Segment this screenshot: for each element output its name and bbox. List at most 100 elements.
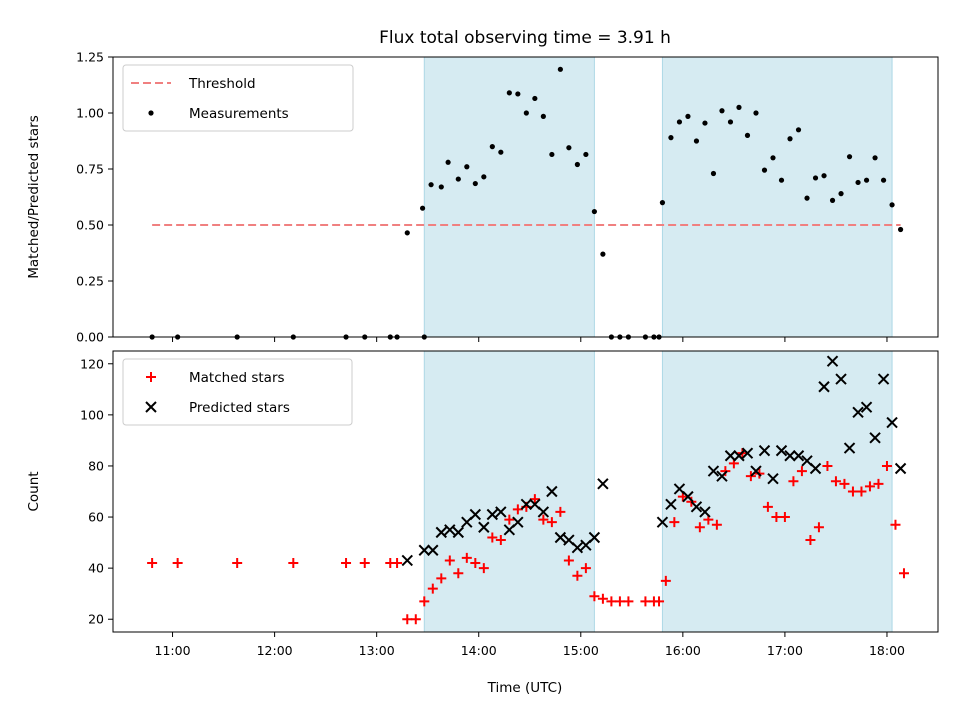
bottom-x-point [690,501,703,513]
bottom-x-point [792,450,805,462]
bottom-plus-point [563,555,574,566]
top-y-tick-label: 0.25 [76,274,104,289]
bottom-x-point [478,521,490,533]
bottom-plus-point [495,535,506,546]
top-dot-point [591,208,597,215]
bottom-x-point [852,406,864,419]
bottom-plus-point [529,494,540,505]
bottom-legend: Matched stars Predicted stars [122,358,353,426]
bottom-x-point [809,462,822,475]
bottom-plus-point [669,517,680,528]
bottom-plus-point [589,591,600,602]
bottom-y-tick-label: 100 [80,407,104,422]
bottom-plus-point [686,496,697,507]
bottom-plus-point [813,522,824,533]
bottom-plus-point [392,558,403,569]
bottom-x-point [750,465,762,477]
top-dot-point [812,175,819,181]
top-dot-point [829,197,836,203]
top-y-tick-label: 0.50 [76,218,104,233]
x-tick-label: 17:00 [767,643,803,658]
bottom-x-point [665,498,677,510]
top-dot-point [770,155,776,161]
bottom-x-point [877,373,890,385]
bottom-y-tick-label: 120 [80,356,104,371]
bottom-x-point [682,490,694,503]
bottom-x-point [571,541,584,554]
bottom-x-point [427,544,439,556]
top-dot-point [455,176,461,182]
bottom-plus-point [788,476,799,487]
bottom-plus-point [461,552,472,563]
bottom-x-point [767,473,779,485]
top-dot-point [532,95,538,102]
top-dot-point [863,177,870,183]
bottom-plus-point [830,476,841,487]
bottom-x-point [699,506,711,518]
top-dot-point [787,136,793,142]
bottom-x-point [512,516,524,528]
top-dot-point [778,177,785,183]
x-tick-label: 12:00 [257,643,293,658]
bottom-plus-point [341,558,352,569]
top-dot-point [574,161,580,168]
bottom-x-point [869,432,881,444]
bottom-plus-point [847,486,858,497]
top-dot-point [838,191,844,197]
bottom-x-point [775,444,788,457]
bottom-plus-point [478,563,489,574]
chart-title: Flux total observing time = 3.91 h [379,28,671,48]
top-legend: Threshold Measurements [122,64,354,132]
top-dot-point [668,135,674,141]
bottom-plus-point [410,614,421,625]
top-dot-point [685,113,691,119]
bottom-y-tick-label: 80 [88,458,104,473]
bottom-plus-point [419,596,430,607]
x-tick-label: 13:00 [359,643,395,658]
bottom-plus-point [402,614,413,625]
top-dot-point [897,226,904,233]
bottom-legend-label: Predicted stars [189,400,290,416]
bottom-y-axis-label: Count [26,471,42,511]
top-legend-label: Threshold [188,76,256,92]
bottom-x-point [818,381,830,393]
bottom-plus-point [779,512,790,523]
bottom-plus-point [470,558,481,569]
bottom-plus-point [771,512,782,523]
x-axis-label: Time (UTC) [487,680,563,696]
top-dot-point [880,177,887,183]
bottom-x-point [537,506,550,518]
bottom-x-point [784,450,796,462]
bottom-plus-point [614,596,625,607]
bottom-x-point [860,401,873,413]
x-tick-label: 11:00 [155,643,191,658]
bottom-x-point [886,416,898,429]
top-dot-point [515,91,521,97]
top-dot-point [846,154,853,160]
top-dot-point [693,138,700,144]
bottom-x-point [469,508,482,521]
bottom-plus-point [580,563,591,574]
bottom-observing-window-1 [423,350,595,633]
top-dot-point [464,164,470,170]
top-y-axis-label: Matched/Predicted stars [26,115,42,278]
top-dot-point [523,110,529,116]
top-dot-point [600,251,606,257]
bottom-y-tick-label: 20 [88,612,104,627]
top-dot-point [804,195,810,201]
top-dot-point [498,149,504,155]
top-axes-frame [112,56,939,338]
bottom-plus-point [555,506,566,517]
bottom-legend-box [122,358,353,426]
bottom-x-point [733,450,745,462]
bottom-x-point [418,544,430,556]
top-dot-point [872,155,878,161]
bottom-plus-point [546,517,557,528]
top-dot-point [481,174,487,180]
bottom-plus-point [444,555,455,566]
top-dot-point [736,104,742,110]
bottom-plus-point [147,558,158,569]
top-dot-point [428,182,434,188]
top-dot-point [744,132,751,138]
top-y-tick-label: 1.00 [76,106,104,121]
